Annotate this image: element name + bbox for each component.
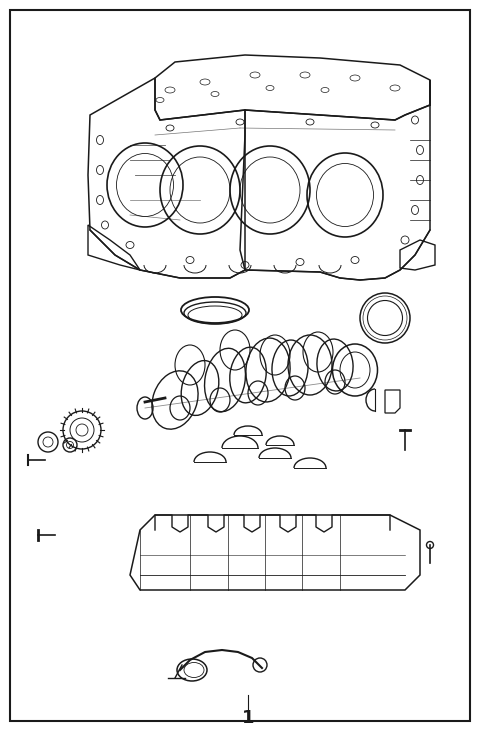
- Text: 1: 1: [242, 709, 254, 727]
